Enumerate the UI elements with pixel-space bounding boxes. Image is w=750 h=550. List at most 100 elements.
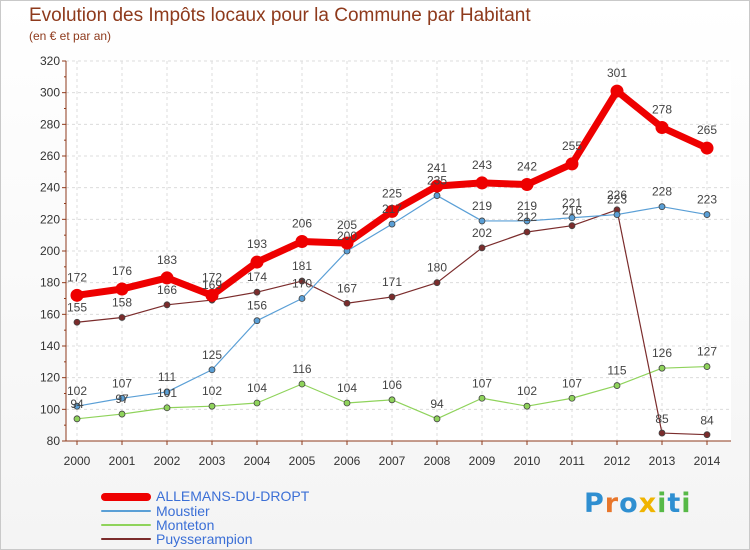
x-tick-label: 2002 [154, 454, 181, 468]
data-label: 226 [607, 188, 627, 202]
data-label: 104 [247, 381, 267, 395]
data-point [118, 394, 126, 402]
data-point [343, 399, 351, 407]
y-tick-label: 220 [40, 212, 60, 226]
data-point [565, 157, 579, 171]
x-tick-label: 2004 [244, 454, 271, 468]
data-label: 174 [247, 270, 267, 284]
chart-subtitle: (en € et par an) [29, 29, 112, 43]
y-tick-label: 280 [40, 117, 60, 131]
data-point [73, 415, 81, 423]
x-tick-label: 2005 [289, 454, 316, 468]
data-label: 216 [562, 204, 582, 218]
data-label: 212 [517, 210, 537, 224]
data-point [655, 121, 669, 134]
y-tick-label: 260 [40, 149, 60, 163]
legend-label: Puysserampion [156, 531, 253, 547]
legend-swatch [101, 493, 151, 501]
data-label: 200 [337, 229, 357, 243]
x-tick-label: 2014 [694, 454, 721, 468]
data-label: 223 [697, 193, 717, 207]
data-point [70, 288, 84, 302]
data-label: 166 [157, 283, 177, 297]
data-label: 116 [292, 362, 311, 376]
data-label: 172 [202, 270, 222, 284]
data-point [253, 317, 261, 325]
x-tick-label: 2007 [379, 454, 406, 468]
legend-label: Monteton [156, 517, 215, 533]
y-tick-label: 160 [40, 307, 60, 321]
logo-letter: i [681, 488, 692, 519]
data-label: 235 [427, 174, 447, 188]
data-point [703, 363, 711, 370]
data-label: 127 [697, 345, 717, 359]
data-point [163, 404, 171, 412]
data-point [298, 380, 306, 388]
data-point [658, 429, 666, 437]
data-point [523, 217, 531, 225]
y-tick-label: 300 [40, 86, 60, 100]
data-label: 102 [517, 384, 537, 398]
data-label: 301 [607, 66, 627, 80]
data-point [250, 255, 264, 269]
data-point [568, 222, 576, 230]
data-point [700, 141, 714, 155]
x-tick-label: 2006 [334, 454, 361, 468]
logo-letter: o [619, 488, 639, 519]
data-point [160, 271, 174, 285]
data-point [478, 217, 486, 225]
x-tick-label: 2010 [514, 454, 541, 468]
data-label: 219 [517, 199, 537, 213]
data-label: 225 [382, 186, 402, 200]
y-tick-label: 120 [40, 371, 60, 385]
data-label: 221 [562, 196, 582, 210]
data-label: 219 [472, 199, 492, 213]
logo-letter: x [638, 488, 658, 519]
data-point [568, 214, 576, 222]
data-label: 94 [430, 397, 444, 411]
data-label: 84 [700, 414, 714, 428]
data-label: 126 [652, 346, 672, 360]
data-point [343, 299, 351, 307]
x-tick-label: 2008 [424, 454, 451, 468]
data-point [115, 282, 129, 296]
data-label: 176 [112, 264, 132, 278]
data-point [298, 295, 306, 302]
data-label: 111 [158, 370, 177, 384]
data-label: 170 [292, 277, 312, 291]
data-point [433, 415, 441, 423]
data-point [475, 176, 489, 190]
data-point [430, 179, 444, 193]
data-label: 97 [115, 392, 129, 406]
y-tick-label: 180 [40, 276, 60, 290]
data-label: 255 [562, 139, 582, 153]
data-label: 228 [652, 185, 672, 199]
data-point [118, 314, 126, 321]
data-point [205, 288, 219, 302]
data-point [208, 402, 216, 410]
y-tick-label: 80 [47, 434, 61, 448]
x-tick-label: 2000 [64, 454, 91, 468]
logo-letter: P [584, 488, 605, 519]
data-label: 107 [472, 376, 492, 390]
data-label: 158 [112, 296, 132, 310]
data-point [73, 402, 81, 410]
data-label: 206 [292, 217, 312, 231]
x-tick-label: 2012 [604, 454, 631, 468]
data-point [478, 244, 486, 252]
data-label: 102 [67, 384, 87, 398]
data-label: 205 [337, 218, 357, 232]
data-label: 241 [427, 161, 447, 175]
x-tick-label: 2009 [469, 454, 496, 468]
data-point [523, 228, 531, 236]
y-tick-label: 320 [40, 54, 60, 68]
data-label: 107 [562, 376, 582, 390]
data-point [520, 178, 534, 191]
y-tick-label: 240 [40, 181, 60, 195]
data-point [253, 399, 261, 407]
data-label: 125 [202, 348, 222, 362]
data-label: 202 [472, 226, 492, 240]
data-point [298, 277, 306, 285]
